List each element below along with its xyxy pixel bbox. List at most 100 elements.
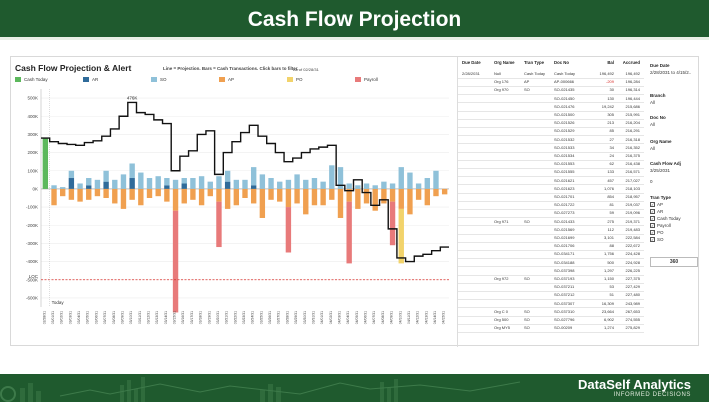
bar-so[interactable] — [190, 178, 196, 189]
bar-payroll[interactable] — [285, 207, 292, 253]
grid-cell[interactable]: SO-037398 — [554, 267, 575, 273]
bar-ap[interactable] — [155, 188, 161, 197]
grid-cell[interactable]: 2/28/2031 — [462, 71, 480, 76]
grid-cell[interactable]: SO-021529 — [554, 128, 575, 134]
due-date-filter[interactable]: 2/28/2031 to 4/15/2.. — [650, 70, 692, 75]
grid-cell[interactable]: SO-034188 — [554, 259, 575, 265]
grid-cell[interactable]: 227,480 — [625, 292, 640, 298]
tran-type-checkbox[interactable]: ✓ Payroll — [650, 223, 671, 229]
bar-so[interactable] — [268, 178, 274, 189]
bar-so[interactable] — [389, 183, 396, 189]
grid-cell[interactable]: 218,957 — [625, 194, 640, 199]
bar-ap[interactable] — [112, 188, 118, 204]
grid-cell[interactable]: 224,428 — [625, 251, 640, 257]
grid-cell[interactable]: 216,375 — [625, 153, 640, 158]
grid-cell[interactable]: 59 — [609, 210, 614, 216]
doc-no-filter[interactable]: All — [650, 122, 656, 127]
bar-so[interactable] — [407, 172, 413, 189]
bar-ap[interactable] — [415, 188, 422, 200]
bar-so[interactable] — [103, 170, 109, 182]
grid-cell[interactable]: 227,375 — [625, 276, 640, 281]
grid-cell[interactable]: SO-021435 — [554, 87, 575, 93]
grid-cell[interactable]: 267,653 — [625, 308, 640, 314]
grid-cell[interactable]: 130 — [607, 95, 614, 101]
grid-cell[interactable]: 224,928 — [625, 259, 640, 265]
grid-cell[interactable]: SO-021699 — [554, 235, 575, 240]
bar-ap[interactable] — [190, 188, 196, 200]
grid-cell[interactable]: 196,492 — [599, 71, 614, 76]
grid-cell[interactable]: Cash Today — [524, 71, 546, 76]
grid-cell[interactable]: SO — [524, 317, 530, 322]
grid-cell[interactable]: Null — [494, 71, 501, 76]
bar-ap[interactable] — [424, 188, 430, 206]
grid-column-header[interactable]: Due Date — [462, 60, 481, 65]
org-name-filter[interactable]: All — [650, 146, 656, 151]
legend-item[interactable]: SO — [151, 76, 167, 84]
grid-cell[interactable]: SO-021433 — [554, 218, 575, 224]
grid-cell[interactable]: SO-021533 — [554, 144, 575, 150]
bar-ap[interactable] — [172, 188, 179, 211]
bar-so[interactable] — [146, 178, 153, 189]
grid-cell[interactable]: 216,571 — [625, 169, 640, 175]
bar-so[interactable] — [112, 179, 118, 189]
bar-ap[interactable] — [407, 188, 413, 215]
grid-cell[interactable]: SO — [524, 325, 530, 331]
grid-cell[interactable]: 1,150 — [603, 276, 614, 281]
bar-ap[interactable] — [355, 188, 361, 209]
bar-ap[interactable] — [311, 188, 318, 206]
bar-ap[interactable] — [233, 188, 240, 206]
bar-ap[interactable] — [216, 188, 222, 202]
grid-column-header[interactable]: Accrued — [622, 60, 640, 65]
grid-cell[interactable]: 88 — [609, 243, 614, 249]
grid-cell[interactable]: 222,584 — [625, 235, 640, 240]
grid-cell[interactable]: SO — [524, 308, 530, 314]
grid-cell[interactable]: SO-021500 — [554, 112, 575, 117]
bar-so[interactable] — [381, 181, 387, 189]
bar-so[interactable] — [415, 183, 422, 189]
bar-so[interactable] — [285, 179, 292, 189]
bar-ar[interactable] — [68, 178, 75, 189]
grid-cell[interactable]: Org MY5 — [494, 325, 511, 331]
bar-ap[interactable] — [372, 188, 378, 211]
projection-line[interactable] — [41, 101, 449, 263]
grid-cell[interactable]: SO-021706 — [554, 243, 575, 249]
bar-so[interactable] — [207, 181, 213, 189]
grid-cell[interactable]: SO — [524, 276, 530, 281]
bar-so[interactable] — [329, 165, 335, 189]
bar-ap[interactable] — [329, 188, 335, 200]
grid-cell[interactable]: SO-021701 — [554, 194, 575, 199]
bar-ap[interactable] — [103, 188, 109, 198]
bar-ap[interactable] — [94, 188, 101, 197]
cash-flow-chart[interactable]: 500K 400K 300K 200K 100K 0K -100K -200K -300K -40… — [11, 85, 455, 347]
grid-cell[interactable]: 24 — [609, 153, 614, 158]
bar-ap[interactable] — [181, 188, 187, 204]
grid-cell[interactable]: 216,352 — [625, 144, 640, 150]
grid-cell[interactable]: AP-000666 — [554, 79, 575, 85]
bar-so[interactable] — [60, 187, 66, 189]
grid-cell[interactable]: SO-021553 — [554, 161, 575, 167]
branch-filter[interactable]: All — [650, 100, 656, 105]
tran-type-checkbox[interactable]: ✓ AP — [650, 202, 663, 208]
bar-so[interactable] — [120, 174, 127, 189]
bar-ap[interactable] — [250, 188, 257, 204]
grid-cell[interactable]: SO-037307 — [554, 300, 575, 306]
bar-ap[interactable] — [68, 188, 75, 200]
bar-ar[interactable] — [86, 185, 92, 189]
grid-cell[interactable]: 305 — [607, 112, 614, 117]
grid-cell[interactable]: 196,492 — [625, 71, 640, 76]
grid-column-header[interactable]: Org Name — [494, 60, 515, 65]
grid-cell[interactable]: 216,438 — [625, 161, 640, 167]
grid-cell[interactable]: SO-034171 — [554, 251, 575, 257]
grid-cell[interactable]: 85 — [609, 128, 614, 134]
bar-so[interactable] — [259, 174, 266, 189]
bar-so[interactable] — [277, 181, 283, 189]
bar-so[interactable] — [320, 181, 326, 189]
bar-ar[interactable] — [181, 183, 187, 189]
bar-ap[interactable] — [77, 188, 83, 202]
grid-cell[interactable]: 51 — [609, 292, 614, 298]
grid-cell[interactable]: 27 — [609, 136, 614, 142]
grid-cell[interactable]: 6,902 — [603, 317, 614, 322]
grid-cell[interactable]: 222,672 — [625, 243, 640, 249]
grid-cell[interactable]: Cash Today — [554, 71, 576, 76]
grid-cell[interactable]: 196,444 — [625, 95, 640, 101]
